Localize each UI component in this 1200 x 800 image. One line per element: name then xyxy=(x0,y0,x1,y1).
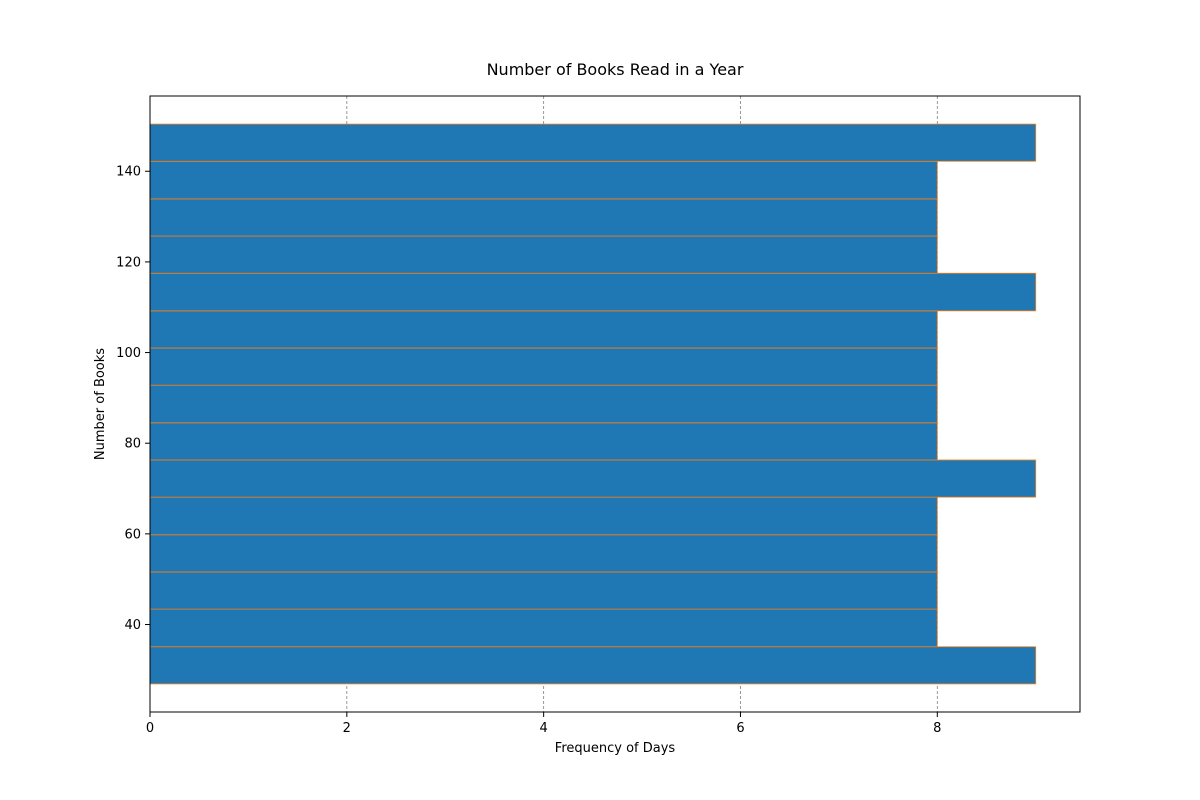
histogram-bar xyxy=(149,235,938,274)
histogram-bar xyxy=(149,571,938,610)
y-tick-label: 100 xyxy=(116,346,141,361)
histogram-bar xyxy=(149,123,1037,162)
histogram-bar xyxy=(149,198,938,237)
y-axis: 40 60 80 100 120 140 xyxy=(116,165,150,633)
y-tick-label: 140 xyxy=(116,165,141,180)
histogram-bar xyxy=(149,310,938,349)
histogram-bar xyxy=(149,422,938,461)
y-tick-label: 80 xyxy=(124,437,141,452)
histogram-bar xyxy=(149,160,938,200)
y-tick-label: 40 xyxy=(124,618,141,633)
x-tick-label: 6 xyxy=(736,721,744,736)
histogram-bar xyxy=(149,646,1037,685)
x-axis-label: Frequency of Days xyxy=(555,741,676,756)
x-tick-label: 8 xyxy=(933,721,941,736)
x-tick-label: 0 xyxy=(146,721,154,736)
x-tick-label: 2 xyxy=(343,721,351,736)
y-tick-label: 120 xyxy=(116,255,141,270)
chart-title: Number of Books Read in a Year xyxy=(487,60,744,79)
y-tick-label: 60 xyxy=(124,527,141,542)
histogram-bar xyxy=(149,534,938,573)
y-axis-label: Number of Books xyxy=(93,348,108,460)
bars xyxy=(149,123,1037,685)
histogram-bar xyxy=(149,496,938,536)
histogram-bar xyxy=(149,459,1037,498)
x-axis: 0 2 4 6 8 xyxy=(146,712,941,736)
histogram-bar xyxy=(149,384,938,424)
histogram-bar xyxy=(149,608,938,648)
x-tick-label: 4 xyxy=(540,721,548,736)
plot-frame xyxy=(149,95,1081,713)
histogram-bar xyxy=(149,347,938,386)
histogram-bar xyxy=(149,272,1037,312)
